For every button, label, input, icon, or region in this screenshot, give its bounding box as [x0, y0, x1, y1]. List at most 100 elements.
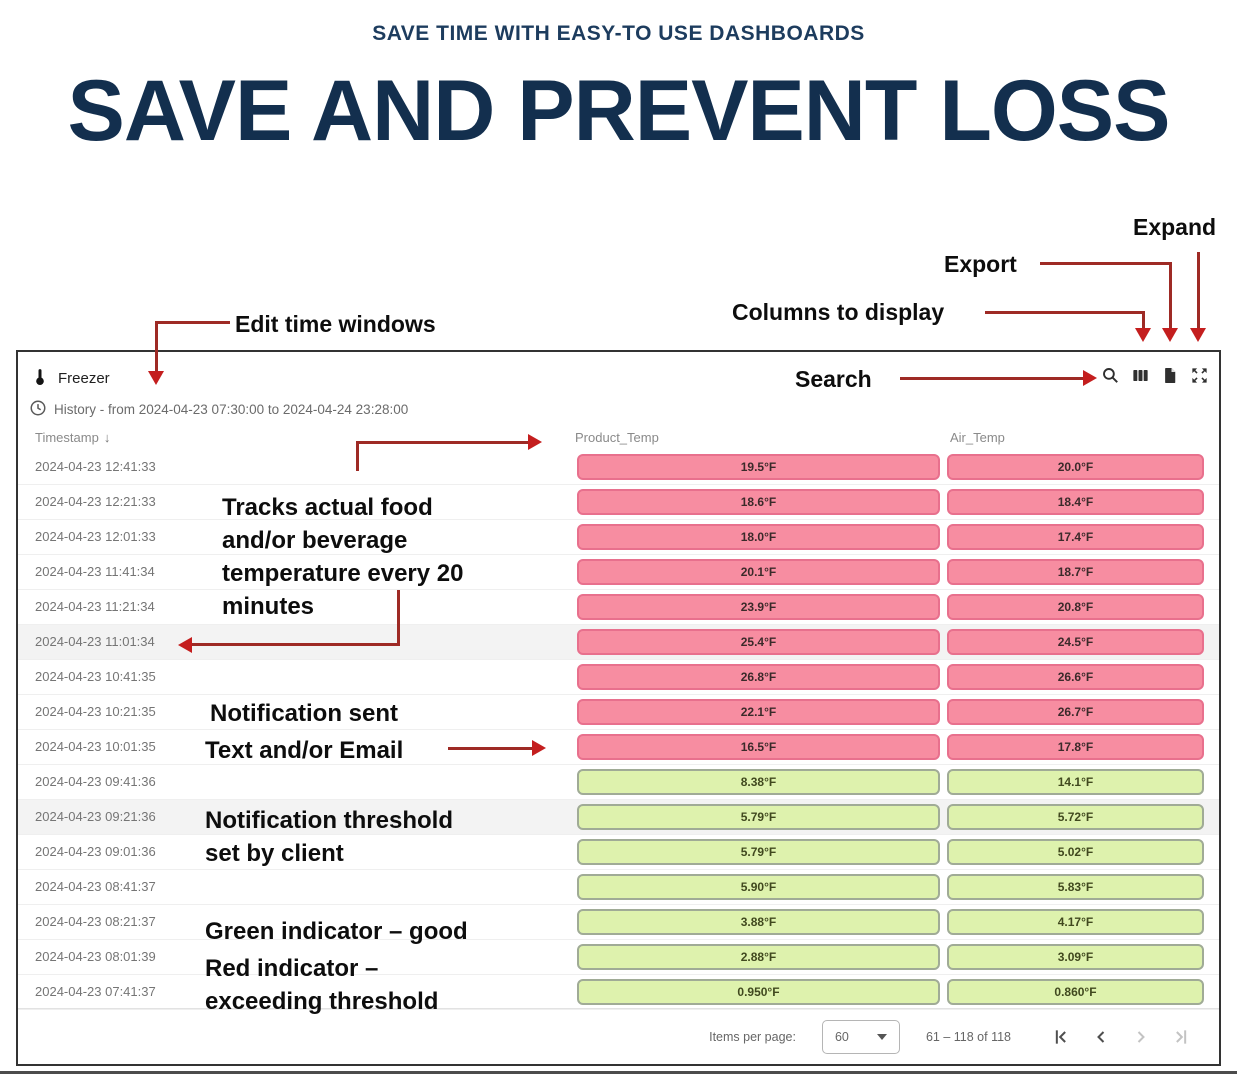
- table-row: 2024-04-23 11:41:34 20.1°F 18.7°F: [18, 555, 1219, 590]
- product-temp-cell: 26.8°F: [577, 664, 940, 690]
- air-temp-cell: 17.8°F: [947, 734, 1204, 760]
- page-subtitle: SAVE TIME WITH EASY-TO USE DASHBOARDS: [372, 22, 865, 45]
- search-icon[interactable]: [1101, 366, 1120, 385]
- row-timestamp: 2024-04-23 11:01:34: [35, 634, 155, 649]
- row-timestamp: 2024-04-23 11:21:34: [35, 599, 155, 614]
- product-temp-cell: 22.1°F: [577, 699, 940, 725]
- column-headers: Timestamp ↓ Product_Temp Air_Temp: [18, 430, 1219, 452]
- last-page-button[interactable]: [1171, 1027, 1191, 1047]
- air-temp-cell: 5.02°F: [947, 839, 1204, 865]
- table-row: 2024-04-23 09:01:36 5.79°F 5.02°F: [18, 835, 1219, 870]
- product-temp-cell: 2.88°F: [577, 944, 940, 970]
- annotation-edit-time-windows: Edit time windows: [235, 311, 436, 337]
- table-row: 2024-04-23 12:41:33 19.5°F 20.0°F: [18, 450, 1219, 485]
- table-row: 2024-04-23 09:41:36 8.38°F 14.1°F: [18, 765, 1219, 800]
- expand-icon[interactable]: [1190, 366, 1209, 385]
- device-name: Freezer: [58, 370, 110, 387]
- row-timestamp: 2024-04-23 12:41:33: [35, 459, 156, 474]
- product-temp-cell: 16.5°F: [577, 734, 940, 760]
- table-row: 2024-04-23 08:21:37 3.88°F 4.17°F: [18, 905, 1219, 940]
- air-temp-cell: 20.8°F: [947, 594, 1204, 620]
- product-temp-cell: 19.5°F: [577, 454, 940, 480]
- air-temp-cell: 24.5°F: [947, 629, 1204, 655]
- table-row: 2024-04-23 08:01:39 2.88°F 3.09°F: [18, 940, 1219, 975]
- table-row: 2024-04-23 12:21:33 18.6°F 18.4°F: [18, 485, 1219, 520]
- dashboard-toolbar: [1101, 366, 1209, 385]
- product-temp-cell: 8.38°F: [577, 769, 940, 795]
- bottom-divider: [0, 1071, 1237, 1074]
- product-temp-cell: 5.79°F: [577, 804, 940, 830]
- table-row: 2024-04-23 08:41:37 5.90°F 5.83°F: [18, 870, 1219, 905]
- table-row: 2024-04-23 10:41:35 26.8°F 26.6°F: [18, 660, 1219, 695]
- annotation-threshold: Notification threshold set by client: [205, 807, 453, 867]
- dashboard-card: Freezer History - from 2024-04-23 07:30:…: [16, 350, 1221, 1066]
- table-rows: 2024-04-23 12:41:33 19.5°F 20.0°F 2024-0…: [18, 450, 1219, 1010]
- air-temp-cell: 18.7°F: [947, 559, 1204, 585]
- product-temp-cell: 5.79°F: [577, 839, 940, 865]
- export-file-icon[interactable]: [1161, 366, 1179, 385]
- row-timestamp: 2024-04-23 08:41:37: [35, 879, 156, 894]
- annotation-notification-sent: Notification sent: [210, 700, 399, 727]
- table-row: 2024-04-23 11:21:34 23.9°F 20.8°F: [18, 590, 1219, 625]
- product-temp-cell: 18.6°F: [577, 489, 940, 515]
- column-header-air-temp[interactable]: Air_Temp: [950, 430, 1005, 445]
- pagination-nav: [1051, 1027, 1191, 1047]
- annotation-notification-channel: Text and/or Email: [205, 737, 404, 764]
- table-row: 2024-04-23 12:01:33 18.0°F 17.4°F: [18, 520, 1219, 555]
- next-page-button[interactable]: [1131, 1027, 1151, 1047]
- air-temp-cell: 26.6°F: [947, 664, 1204, 690]
- product-temp-cell: 25.4°F: [577, 629, 940, 655]
- clock-icon: [29, 399, 47, 417]
- air-temp-cell: 4.17°F: [947, 909, 1204, 935]
- air-temp-cell: 3.09°F: [947, 944, 1204, 970]
- page-size-value: 60: [834, 1029, 849, 1044]
- column-header-product-temp[interactable]: Product_Temp: [575, 430, 659, 445]
- row-timestamp: 2024-04-23 10:21:35: [35, 704, 156, 719]
- columns-icon[interactable]: [1131, 366, 1150, 385]
- table-row: 2024-04-23 10:21:35 22.1°F 26.7°F: [18, 695, 1219, 730]
- air-temp-cell: 17.4°F: [947, 524, 1204, 550]
- thermometer-icon: [30, 366, 50, 388]
- air-temp-cell: 26.7°F: [947, 699, 1204, 725]
- row-timestamp: 2024-04-23 08:01:39: [35, 949, 156, 964]
- table-row: 2024-04-23 07:41:37 0.950°F 0.860°F: [18, 975, 1219, 1010]
- history-range[interactable]: History - from 2024-04-23 07:30:00 to 20…: [54, 402, 409, 417]
- row-timestamp: 2024-04-23 09:01:36: [35, 844, 156, 859]
- previous-page-button[interactable]: [1091, 1027, 1111, 1047]
- pagination-bar: Items per page: 60 61 – 118 of 118: [18, 1008, 1219, 1064]
- column-header-timestamp[interactable]: Timestamp ↓: [35, 430, 111, 445]
- annotation-export: Export: [944, 251, 1017, 277]
- page-size-select[interactable]: 60: [821, 1019, 900, 1054]
- row-timestamp: 2024-04-23 09:41:36: [35, 774, 156, 789]
- air-temp-cell: 5.83°F: [947, 874, 1204, 900]
- row-timestamp: 2024-04-23 10:41:35: [35, 669, 156, 684]
- product-temp-cell: 20.1°F: [577, 559, 940, 585]
- sort-desc-icon: ↓: [103, 430, 111, 445]
- row-timestamp: 2024-04-23 12:01:33: [35, 529, 156, 544]
- row-timestamp: 2024-04-23 08:21:37: [35, 914, 156, 929]
- product-temp-cell: 5.90°F: [577, 874, 940, 900]
- row-timestamp: 2024-04-23 07:41:37: [35, 984, 156, 999]
- annotation-red-indicator: Red indicator – exceeding threshold: [205, 955, 439, 1015]
- annotation-tracks: Tracks actual food and/or beverage tempe…: [222, 494, 464, 620]
- annotation-search: Search: [795, 366, 872, 392]
- product-temp-cell: 3.88°F: [577, 909, 940, 935]
- annotation-expand: Expand: [1133, 214, 1217, 240]
- table-row: 2024-04-23 10:01:35 16.5°F 17.8°F: [18, 730, 1219, 765]
- annotation-columns-to-display: Columns to display: [732, 299, 945, 325]
- row-timestamp: 2024-04-23 10:01:35: [35, 739, 156, 754]
- items-per-page-label: Items per page:: [709, 1029, 796, 1044]
- air-temp-cell: 14.1°F: [947, 769, 1204, 795]
- product-temp-cell: 18.0°F: [577, 524, 940, 550]
- page-title: SAVE AND PREVENT LOSS: [67, 63, 1171, 159]
- row-timestamp: 2024-04-23 12:21:33: [35, 494, 156, 509]
- annotation-green-indicator: Green indicator – good: [205, 918, 468, 945]
- product-temp-cell: 23.9°F: [577, 594, 940, 620]
- table-row: 2024-04-23 11:01:34 25.4°F 24.5°F: [18, 625, 1219, 660]
- row-timestamp: 2024-04-23 11:41:34: [35, 564, 155, 579]
- air-temp-cell: 20.0°F: [947, 454, 1204, 480]
- air-temp-cell: 0.860°F: [947, 979, 1204, 1005]
- first-page-button[interactable]: [1051, 1027, 1071, 1047]
- air-temp-cell: 5.72°F: [947, 804, 1204, 830]
